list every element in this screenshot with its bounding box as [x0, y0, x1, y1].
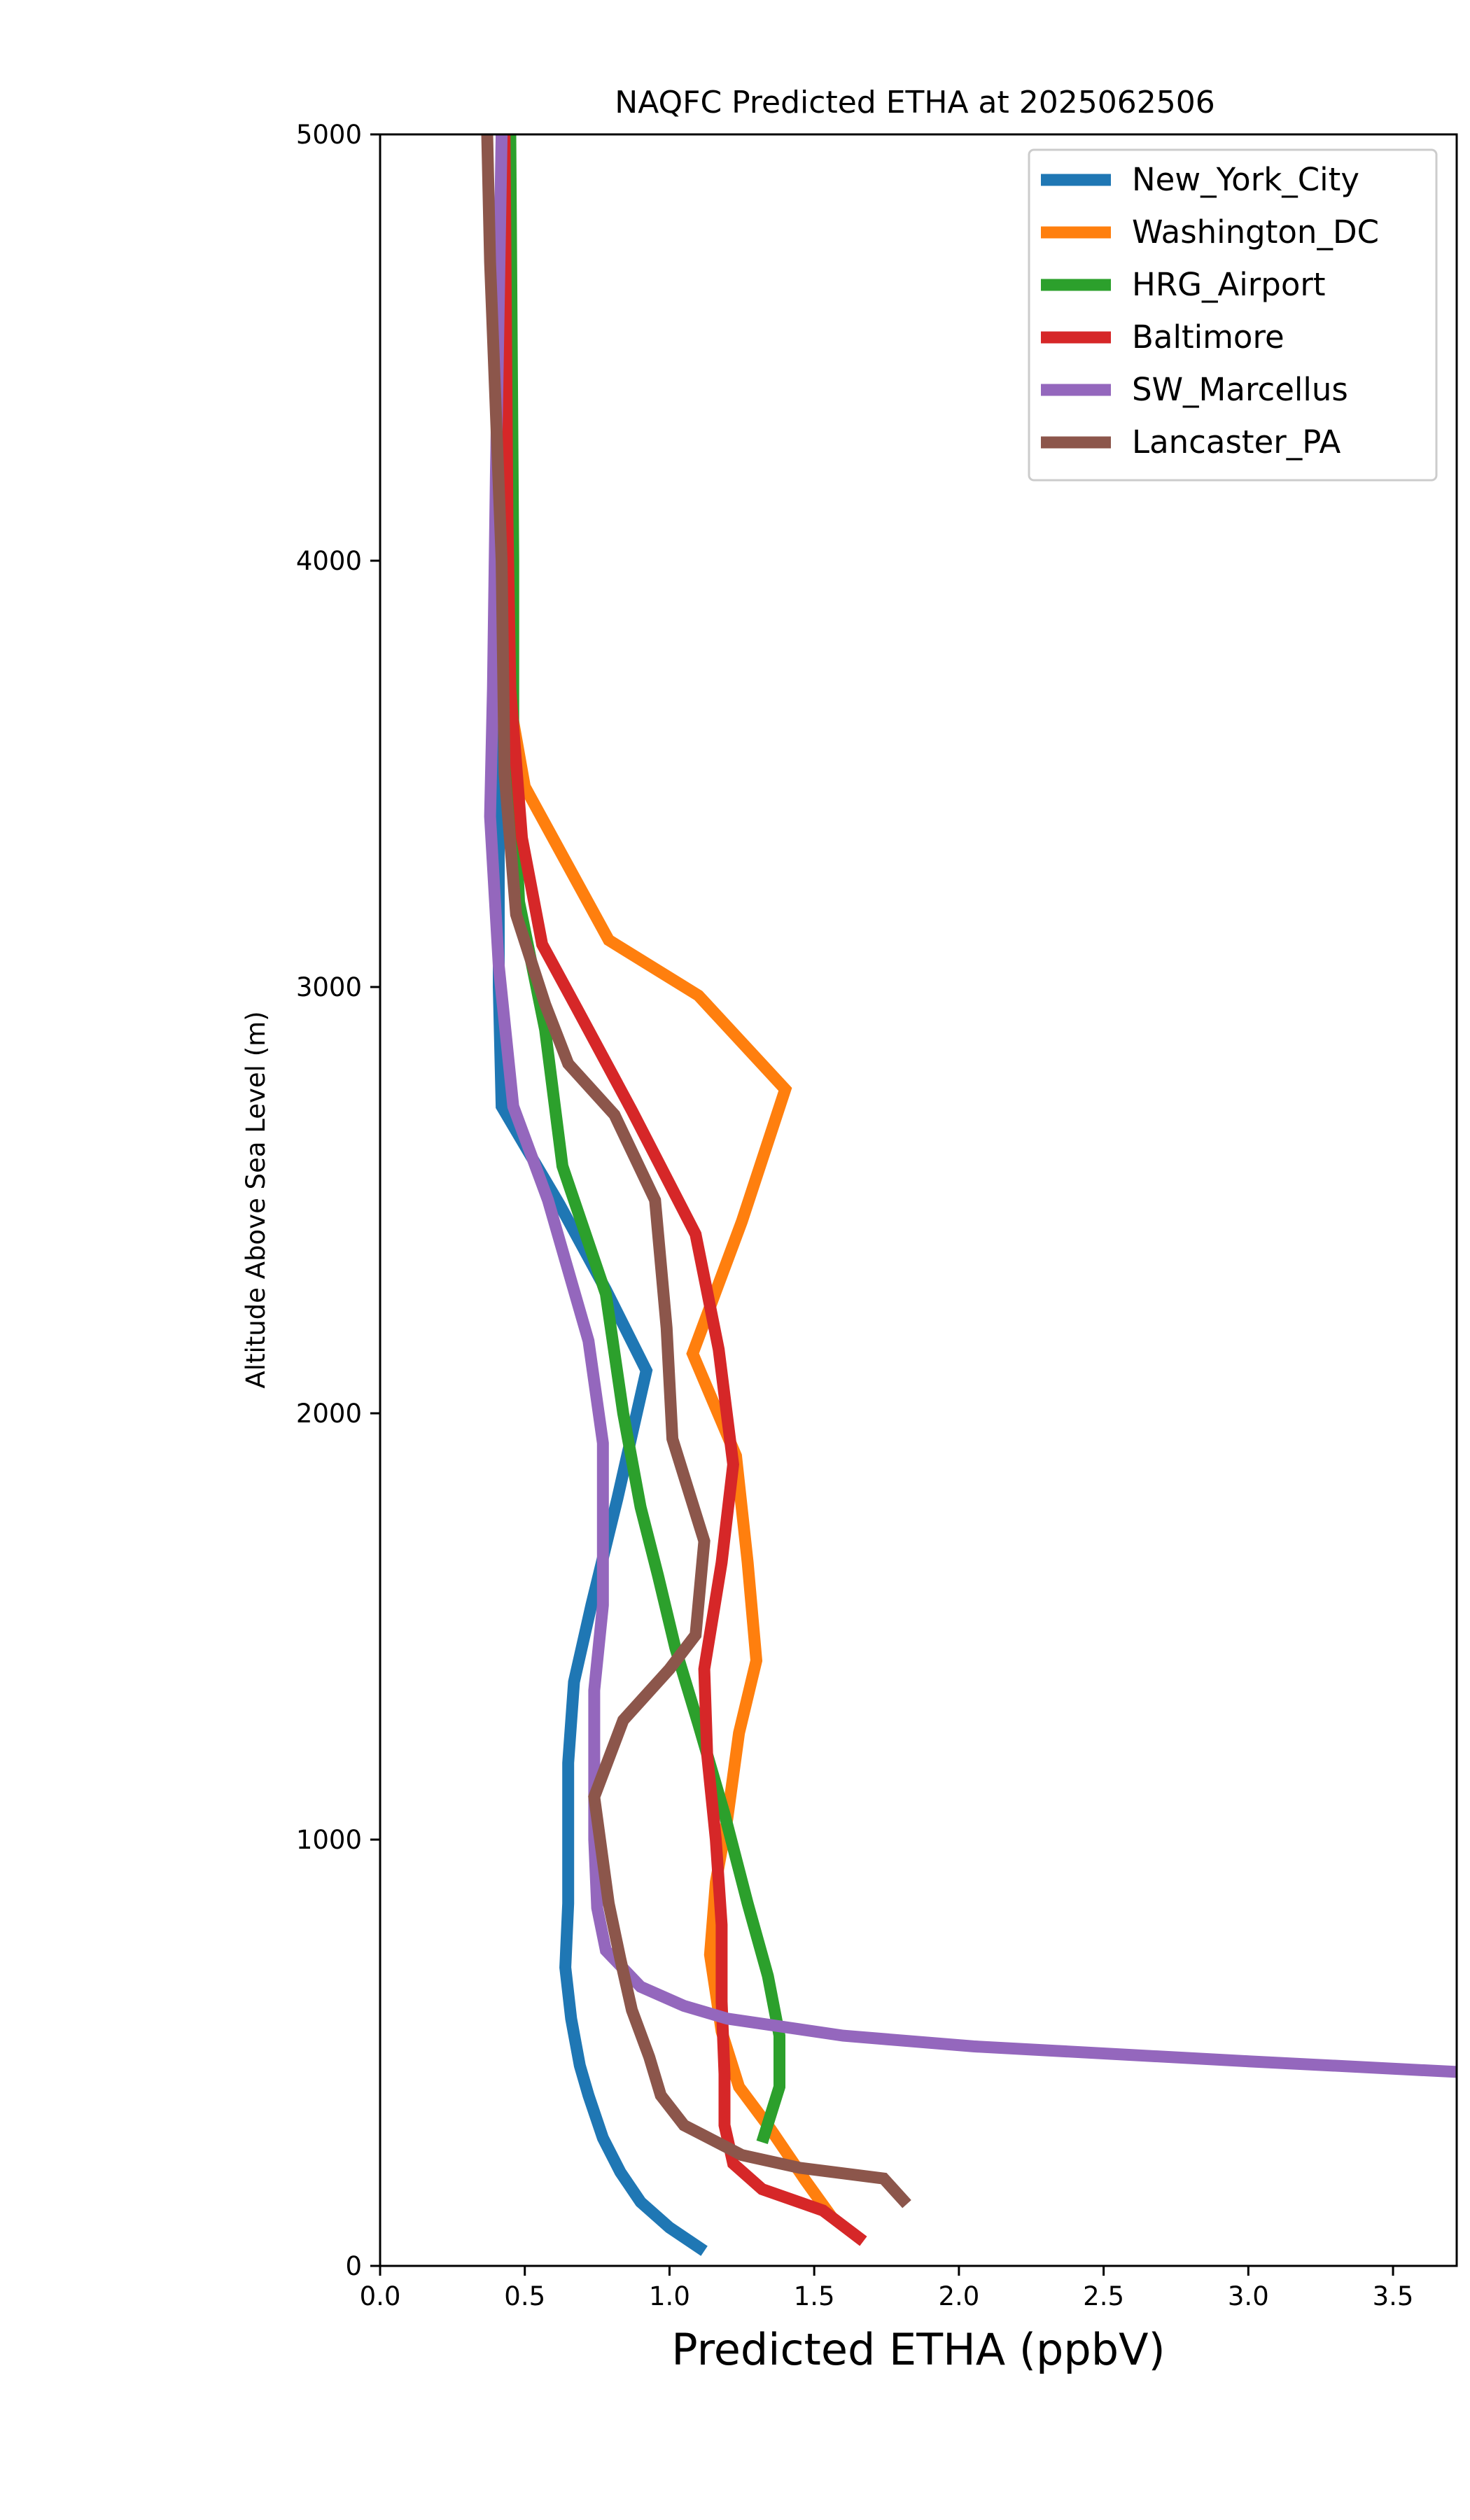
x-tick-label: 3.0: [1228, 2281, 1269, 2311]
x-tick-label: 0.5: [504, 2281, 545, 2311]
series-lines: [481, 134, 1457, 2256]
y-axis-ticks: 0 1000 2000 3000 4000 5000: [296, 120, 380, 2281]
series-line-baltimore: [498, 134, 867, 2246]
x-tick-label: 0.0: [360, 2281, 401, 2311]
legend-label: Baltimore: [1132, 318, 1284, 356]
plot-area-frame: [379, 133, 1458, 2267]
series-line-washington-dc: [496, 134, 836, 2220]
series-line-new-york-city: [493, 134, 708, 2256]
x-tick-label: 3.5: [1373, 2281, 1414, 2311]
x-axis-ticks: 0.0 0.5 1.0 1.5 2.0 2.5 3.0 3.5: [360, 2266, 1414, 2311]
legend-label: Lancaster_PA: [1132, 424, 1341, 461]
y-axis-label: Altitude Above Sea Level (m): [241, 1011, 271, 1388]
y-tick-label: 4000: [296, 546, 362, 576]
y-tick-label: 0: [345, 2251, 362, 2281]
series-line-sw-marcellus: [484, 134, 1457, 2078]
legend-label: SW_Marcellus: [1132, 371, 1348, 408]
x-tick-label: 2.5: [1083, 2281, 1124, 2311]
x-axis-label: Predicted ETHA (ppbV): [671, 2324, 1165, 2375]
legend-label: Washington_DC: [1132, 214, 1379, 251]
legend-label: New_York_City: [1132, 161, 1359, 198]
legend: New_York_City Washington_DC HRG_Airport Bal…: [1028, 148, 1438, 482]
y-tick-label: 2000: [296, 1399, 362, 1429]
y-tick-label: 5000: [296, 120, 362, 150]
y-tick-label: 1000: [296, 1825, 362, 1855]
legend-label: HRG_Airport: [1132, 266, 1326, 303]
legend-box: [1028, 148, 1438, 482]
chart-title: NAQFC Predicted ETHA at 2025062506: [615, 85, 1214, 120]
x-tick-label: 2.0: [938, 2281, 979, 2311]
x-tick-label: 1.0: [649, 2281, 690, 2311]
x-tick-label: 1.5: [794, 2281, 835, 2311]
series-line-lancaster-pa: [481, 134, 911, 2208]
y-tick-label: 3000: [296, 972, 362, 1002]
